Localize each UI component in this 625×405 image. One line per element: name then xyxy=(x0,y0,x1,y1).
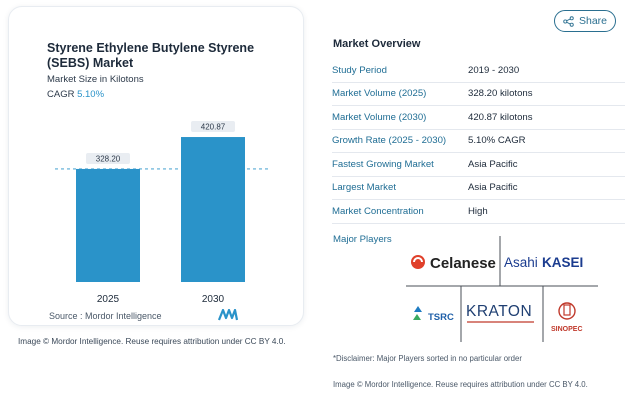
data-label-bg xyxy=(86,152,130,164)
data-label-bg xyxy=(191,121,235,133)
share-label: Share xyxy=(578,15,608,27)
kasei-text: KASEI xyxy=(542,255,583,270)
overview-row-study-period: Study Period 2019 - 2030 xyxy=(332,59,625,83)
overview-key: Study Period xyxy=(332,64,387,76)
overview-row-growth-rate: Growth Rate (2025 - 2030) 5.10% CAGR xyxy=(332,130,625,153)
kraton-text: KRATON xyxy=(466,303,532,320)
celanese-text: Celanese xyxy=(430,255,496,272)
kraton-logo: KRATON xyxy=(466,303,534,323)
cagr-label: CAGR xyxy=(47,89,75,100)
sinopec-mark-icon xyxy=(558,302,576,320)
celanese-logo: Celanese xyxy=(411,255,496,272)
tsrc-logo: TSRC xyxy=(413,306,454,323)
overview-value: Asia Pacific xyxy=(468,158,518,170)
overview-title: Market Overview xyxy=(333,38,421,50)
sinopec-text: SINOPEC xyxy=(551,326,583,333)
cagr-value: 5.10% xyxy=(77,89,105,100)
overview-row-fastest-market: Fastest Growing Market Asia Pacific xyxy=(332,153,625,177)
overview-row-concentration: Market Concentration High xyxy=(332,200,625,224)
bar-chart: 328.20 2025 420.87 2030 xyxy=(55,121,271,305)
market-size-card: Styrene Ethylene Butylene Styrene (SEBS)… xyxy=(8,6,304,326)
bar xyxy=(76,168,140,282)
asahi-text: Asahi xyxy=(504,255,538,270)
source-text: Source : Mordor Intelligence xyxy=(49,311,162,321)
card-title: Styrene Ethylene Butylene Styrene (SEBS)… xyxy=(47,41,255,70)
overview-value: High xyxy=(468,205,488,217)
overview-value: 5.10% CAGR xyxy=(468,135,526,147)
data-label: 328.20 xyxy=(96,154,121,163)
asahi-kasei-logo: Asahi KASEI xyxy=(504,255,583,270)
cagr-text: CAGR 5.10% xyxy=(47,89,104,100)
overview-row-volume-2025: Market Volume (2025) 328.20 kilotons xyxy=(332,83,625,106)
x-tick-label: 2030 xyxy=(202,294,225,305)
overview-value: 328.20 kilotons xyxy=(468,88,533,100)
share-icon xyxy=(563,15,574,27)
overview-key: Market Concentration xyxy=(332,205,424,217)
x-tick-label: 2025 xyxy=(97,294,120,305)
overview-key: Market Volume (2025) xyxy=(332,88,427,100)
disclaimer-text: *Disclaimer: Major Players sorted in no … xyxy=(333,354,522,363)
card-subtitle: Market Size in Kilotons xyxy=(47,74,144,85)
sinopec-logo: SINOPEC xyxy=(551,302,583,333)
image-credit: Image © Mordor Intelligence. Reuse requi… xyxy=(18,337,286,346)
share-button[interactable]: Share xyxy=(554,10,616,32)
image-credit-right: Image © Mordor Intelligence. Reuse requi… xyxy=(333,380,588,389)
overview-value: Asia Pacific xyxy=(468,182,518,194)
major-players-title: Major Players xyxy=(333,234,392,245)
mordor-logo-icon xyxy=(218,309,238,321)
data-label: 420.87 xyxy=(201,123,226,132)
overview-key: Largest Market xyxy=(332,182,396,194)
overview-key: Growth Rate (2025 - 2030) xyxy=(332,135,447,147)
overview-value: 2019 - 2030 xyxy=(468,64,520,76)
overview-key: Fastest Growing Market xyxy=(332,158,434,170)
overview-key: Market Volume (2030) xyxy=(332,111,427,123)
tsrc-mark-icon xyxy=(414,306,422,312)
bar xyxy=(181,137,245,282)
overview-table: Study Period 2019 - 2030 Market Volume (… xyxy=(332,59,625,224)
overview-row-volume-2030: Market Volume (2030) 420.87 kilotons xyxy=(332,106,625,130)
overview-row-largest-market: Largest Market Asia Pacific xyxy=(332,177,625,200)
overview-value: 420.87 kilotons xyxy=(468,111,533,123)
tsrc-text: TSRC xyxy=(428,312,454,323)
